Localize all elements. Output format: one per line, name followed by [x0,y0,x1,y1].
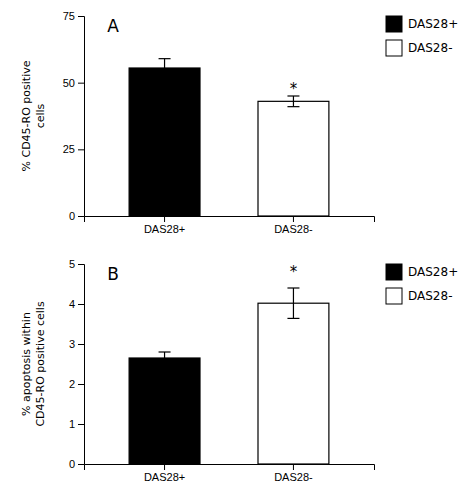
legend: DAS28+ DAS28- [386,264,458,304]
tick-label: DAS28- [274,223,313,235]
x-axis: DAS28+ DAS28- [85,464,375,483]
tick: DAS28- [274,216,313,235]
tick: 4 [69,298,84,310]
panel-label: A [107,16,119,36]
error-bar [293,288,294,318]
tick-label: 0 [69,210,75,222]
error-bar [164,59,165,78]
legend-swatch [386,264,402,280]
tick-label: DAS28+ [144,223,185,235]
tick-label: 4 [69,298,75,310]
error-cap [159,363,171,364]
bar [258,101,329,216]
error-cap [159,77,171,78]
tick-mark [78,149,84,150]
annotation: * [290,80,298,98]
tick: 3 [69,338,84,350]
panel: 0 1 2 3 4 5 DAS28+ DAS28- % apoptosis withinCD45… [20,258,458,483]
bar [129,68,200,216]
error-bar [164,352,165,364]
panel: 0 25 50 75 DAS28+ DAS28- % CD45-RO positivecel… [20,10,458,235]
tick: 0 [69,458,84,470]
annotation: * [290,263,298,281]
tick-label: DAS28+ [144,471,185,483]
tick-mark [164,464,165,470]
axis-line [85,217,375,223]
error-cap [159,351,171,352]
legend: DAS28+ DAS28- [386,16,458,56]
axis-line [78,17,85,217]
tick-label: 1 [69,418,75,430]
legend-swatch [386,40,402,56]
error-cap [287,318,299,319]
legend-label: DAS28- [408,289,452,303]
tick-mark [78,304,84,305]
tick-label: 3 [69,338,75,350]
x-axis: DAS28+ DAS28- [85,216,375,235]
y-axis-label: % apoptosis withinCD45-RO positive cells [20,301,46,426]
tick-label: 2 [69,378,75,390]
tick-mark [78,83,84,84]
legend-item: DAS28- [386,288,452,304]
tick: 5 [69,258,84,270]
legend-item: DAS28- [386,40,452,56]
bar [258,303,329,464]
legend-label: DAS28+ [408,17,458,31]
tick: 25 [63,143,84,155]
tick-mark [78,464,84,465]
tick-mark [78,424,84,425]
plot-area [129,59,329,216]
y-axis: 0 1 2 3 4 5 [69,258,85,470]
y-axis-label: % CD45-RO positivecells [20,60,46,171]
tick-mark [78,344,84,345]
tick: 1 [69,418,84,430]
axis-line [85,465,375,471]
tick: DAS28+ [144,464,185,483]
tick-mark [293,216,294,222]
tick-mark [78,16,84,17]
tick-mark [78,384,84,385]
tick-label: 25 [63,143,75,155]
tick-label: 5 [69,258,75,270]
legend-label: DAS28- [408,41,452,55]
legend-item: DAS28+ [386,264,458,280]
panel-label: B [107,264,119,284]
chart-root: 0255075DAS28+DAS28-% CD45-RO positivecel… [0,0,474,492]
tick: DAS28- [274,464,313,483]
tick-label: 75 [63,10,75,22]
error-cap [287,106,299,107]
tick-mark [78,216,84,217]
error-cap [159,58,171,59]
legend-item: DAS28+ [386,16,458,32]
tick-label: DAS28- [274,471,313,483]
bar [129,358,200,464]
tick: DAS28+ [144,216,185,235]
tick-mark [164,216,165,222]
legend-swatch [386,288,402,304]
axis-line [78,265,85,465]
tick-mark [293,464,294,470]
legend-label: DAS28+ [408,265,458,279]
error-cap [287,287,299,288]
tick: 2 [69,378,84,390]
tick-label: 50 [63,77,75,89]
tick-mark [78,264,84,265]
legend-swatch [386,16,402,32]
plot-area [129,288,329,464]
tick: 50 [63,77,84,89]
tick: 0 [69,210,84,222]
tick-label: 0 [69,458,75,470]
y-axis: 0 25 50 75 [63,10,85,222]
tick: 75 [63,10,84,22]
